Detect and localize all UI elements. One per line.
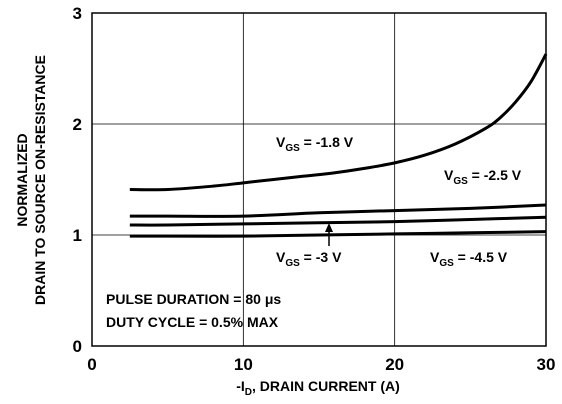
y-tick-label: 1 xyxy=(73,226,82,245)
series-label-4: VGS = -4.5 V xyxy=(430,249,508,269)
series-label-2: VGS = -2.5 V xyxy=(444,167,522,187)
pointer-arrow-head xyxy=(325,223,333,232)
x-tick-label: 30 xyxy=(537,355,556,374)
series-line-3 xyxy=(130,217,546,225)
y-tick-label: 2 xyxy=(73,115,82,134)
note-pulse-duration: PULSE DURATION = 80 μs xyxy=(106,291,281,307)
y-axis-label-line-1: NORMALIZED xyxy=(14,133,30,226)
series-line-2 xyxy=(130,205,546,216)
y-axis-label-line-2: DRAIN TO SOURCE ON-RESISTANCE xyxy=(32,55,48,305)
x-axis-label: -ID, DRAIN CURRENT (A) xyxy=(236,378,400,398)
series-label-1: VGS = -1.8 V xyxy=(276,134,354,154)
note-duty-cycle: DUTY CYCLE = 0.5% MAX xyxy=(106,314,279,330)
series-label-3: VGS = -3 V xyxy=(276,249,342,269)
y-axis-label: NORMALIZED DRAIN TO SOURCE ON-RESISTANCE xyxy=(14,55,48,305)
y-tick-label: 0 xyxy=(73,337,82,356)
x-tick-label: 0 xyxy=(87,355,96,374)
x-tick-label: 10 xyxy=(234,355,253,374)
x-tick-label: 20 xyxy=(385,355,404,374)
y-tick-label: 3 xyxy=(73,4,82,23)
series-line-4 xyxy=(130,232,546,237)
